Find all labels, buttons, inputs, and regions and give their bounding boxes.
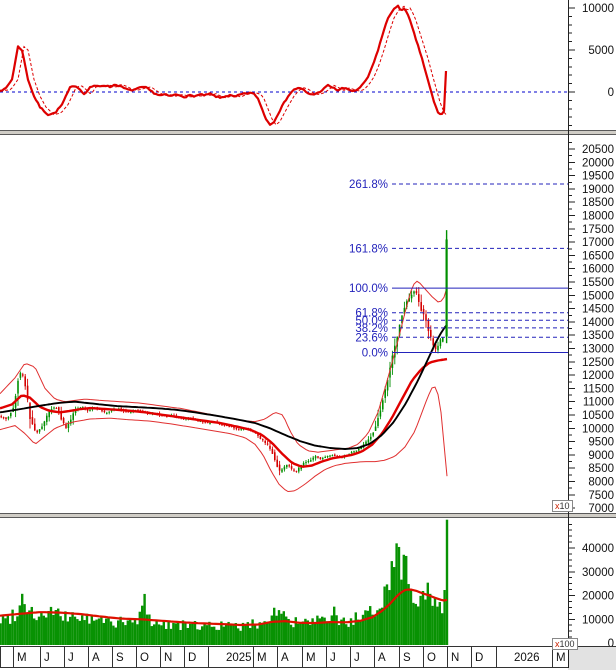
month-label: D bbox=[188, 652, 196, 664]
price-scale-value: 10 bbox=[559, 501, 570, 511]
month-axis: M J J A S O N D 2025 M A M J J A S O N D 2026 M bbox=[0, 646, 616, 670]
panel-divider-top bbox=[0, 130, 616, 135]
month-label: M bbox=[556, 652, 566, 664]
axis-tick-label: 0 bbox=[608, 638, 614, 650]
axis-tick-label: 11500 bbox=[583, 383, 614, 395]
indicator-main-line bbox=[0, 4, 448, 126]
month-label: J bbox=[354, 652, 360, 664]
month-label: O bbox=[140, 652, 149, 664]
axis-tick-label: 8500 bbox=[588, 463, 614, 475]
axis-tick-label: 16000 bbox=[582, 264, 614, 276]
volume-scale-value: 100 bbox=[559, 639, 575, 649]
axis-tick-label: 17000 bbox=[582, 237, 614, 249]
axis-tick-label: 18500 bbox=[582, 197, 614, 209]
fib-level-label: 161.8% bbox=[349, 243, 388, 255]
price-series bbox=[0, 230, 448, 493]
axis-tick-label: 10000 bbox=[582, 423, 614, 435]
month-label: J bbox=[68, 652, 74, 664]
fib-level-label: 38.2% bbox=[355, 323, 388, 335]
volume-moving-average bbox=[0, 588, 448, 627]
axis-tick-label: 7000 bbox=[588, 503, 614, 515]
axis-tick-label: 20000 bbox=[582, 591, 614, 603]
price-scale-prefix: x bbox=[555, 501, 560, 511]
panel-divider-bottom bbox=[0, 513, 616, 518]
month-label: N bbox=[451, 652, 459, 664]
volume-scale-badge: x100 bbox=[552, 638, 578, 650]
year-label: 2025 bbox=[226, 652, 252, 664]
month-label: J bbox=[44, 652, 50, 664]
axis-tick-label: 19500 bbox=[582, 171, 614, 183]
axis-tick-label: 15000 bbox=[582, 290, 614, 302]
axis-tick-label: 8000 bbox=[588, 477, 614, 489]
indicator-series bbox=[0, 4, 568, 126]
axis-tick-label: 13000 bbox=[582, 344, 614, 356]
indicator-panel[interactable] bbox=[0, 0, 616, 130]
volume-scale-prefix: x bbox=[555, 639, 560, 649]
axis-tick-label: 10000 bbox=[582, 3, 614, 15]
month-label: S bbox=[116, 652, 124, 664]
axis-tick-label: 13500 bbox=[582, 330, 614, 342]
axis-tick-label: 9500 bbox=[588, 437, 614, 449]
axis-tick-label: 12500 bbox=[582, 357, 614, 369]
year-label: 2026 bbox=[514, 652, 540, 664]
month-label: J bbox=[330, 652, 336, 664]
fib-retracement: 261.8% 161.8% 100.0% 61.8%50.0%38.2%23.6% 0.… bbox=[349, 179, 568, 359]
price-scale-badge: x10 bbox=[552, 500, 573, 512]
axis-tick-label: 30000 bbox=[582, 567, 614, 579]
axis-tick-label: 18000 bbox=[582, 211, 614, 223]
month-label: M bbox=[257, 652, 267, 664]
month-label: N bbox=[164, 652, 172, 664]
axis-tick-label: 0 bbox=[608, 87, 614, 99]
red-moving-average bbox=[0, 357, 448, 468]
bollinger-lower-band bbox=[0, 386, 448, 493]
fib-level-label: 0.0% bbox=[362, 347, 388, 359]
month-label: A bbox=[281, 652, 289, 664]
month-label: M bbox=[306, 652, 316, 664]
fib-level-label: 23.6% bbox=[355, 332, 388, 344]
axis-tick-label: 9000 bbox=[588, 450, 614, 462]
month-label: M bbox=[17, 652, 27, 664]
fib-level-label: 100.0% bbox=[349, 283, 388, 295]
month-label: D bbox=[475, 652, 483, 664]
axis-tick-label: 14000 bbox=[582, 317, 614, 329]
axis-tick-label: 10500 bbox=[582, 410, 614, 422]
month-label: A bbox=[92, 652, 100, 664]
fib-level-label: 261.8% bbox=[349, 179, 388, 191]
volume-axis: 0 10000 20000 30000 40000 bbox=[568, 523, 614, 650]
volume-series bbox=[0, 519, 449, 645]
axis-tick-label: 20000 bbox=[582, 157, 614, 169]
axis-tick-label: 7500 bbox=[588, 490, 614, 502]
axis-tick-label: 15500 bbox=[582, 277, 614, 289]
axis-tick-label: 12000 bbox=[582, 370, 614, 382]
axis-tick-label: 20500 bbox=[582, 144, 614, 156]
price-panel[interactable] bbox=[0, 135, 616, 513]
fib-level-label: 50.0% bbox=[355, 315, 388, 327]
axis-tick-label: 5000 bbox=[588, 45, 614, 57]
axis-tick-label: 19000 bbox=[582, 184, 614, 196]
month-label: S bbox=[403, 652, 411, 664]
axis-tick-label: 10000 bbox=[582, 614, 614, 626]
axis-tick-label: 40000 bbox=[582, 543, 614, 555]
axis-tick-label: 16500 bbox=[582, 250, 614, 262]
fib-level-label: 61.8% bbox=[355, 308, 388, 320]
axis-tick-label: 14500 bbox=[582, 304, 614, 316]
month-label: O bbox=[427, 652, 436, 664]
month-label: A bbox=[378, 652, 386, 664]
black-moving-average bbox=[0, 324, 448, 450]
axis-tick-label: 17500 bbox=[582, 224, 614, 236]
axis-tick-label: 11000 bbox=[583, 397, 614, 409]
